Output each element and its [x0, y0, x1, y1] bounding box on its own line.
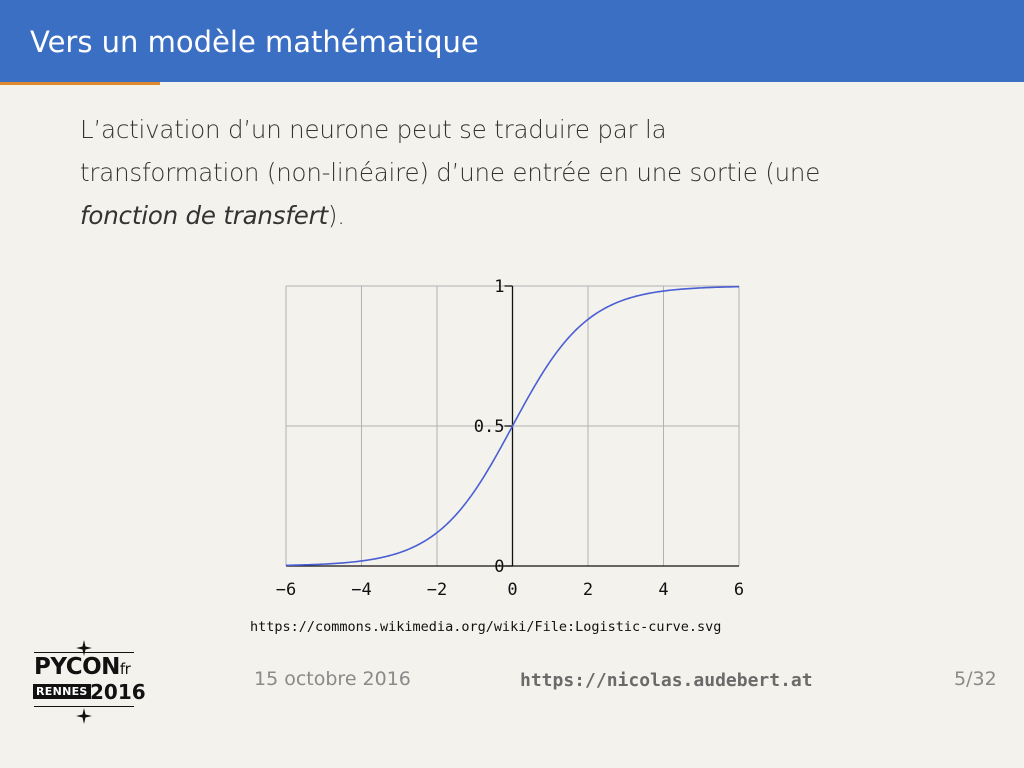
x-tick-label: 6 [734, 580, 744, 600]
body-end: ). [327, 201, 345, 230]
footer-date: 15 octobre 2016 [254, 668, 411, 690]
pycon-fr-logo: PYCONfr RENNES 2016 [30, 640, 146, 724]
logo-pycon: PYCON [34, 654, 120, 680]
logo-ornament-icon [76, 708, 92, 724]
y-tick-label: 0 [494, 557, 504, 577]
x-tick-label: 0 [507, 580, 517, 600]
logo-text: PYCONfr [34, 654, 131, 680]
logistic-curve [285, 285, 740, 567]
body-line-1: L’activation d’un neurone peut se tradui… [80, 115, 667, 144]
chart-tick-labels: −6 −4 −2 0 2 4 6 0 0.5 1 [276, 277, 744, 600]
x-tick-label: −6 [276, 580, 296, 600]
body-line-2: transformation (non-linéaire) d’une entr… [80, 158, 821, 187]
x-tick-label: −2 [427, 580, 447, 600]
logo-city: RENNES [33, 684, 91, 699]
y-tick-label: 0.5 [474, 417, 505, 437]
slide-title: Vers un modèle mathématique [30, 25, 479, 59]
x-tick-label: 4 [658, 580, 668, 600]
logo-year: 2016 [90, 680, 146, 704]
source-link[interactable]: https://commons.wikimedia.org/wiki/File:… [250, 619, 722, 635]
title-bar [0, 0, 1024, 82]
y-tick-label: 1 [494, 277, 504, 297]
logo-fr: fr [119, 660, 131, 678]
x-tick-label: −4 [351, 580, 371, 600]
body-emphasis: fonction de transfert [80, 201, 328, 230]
logo-ornament-icon [76, 640, 92, 656]
footer-url[interactable]: https://nicolas.audebert.at [520, 670, 813, 691]
x-tick-label: 2 [583, 580, 593, 600]
logo-rule [34, 706, 134, 707]
slide-body-text: L’activation d’un neurone peut se tradui… [80, 108, 960, 237]
title-underline [0, 82, 160, 85]
logo-rule [34, 652, 134, 653]
page-number: 5/32 [954, 668, 997, 690]
